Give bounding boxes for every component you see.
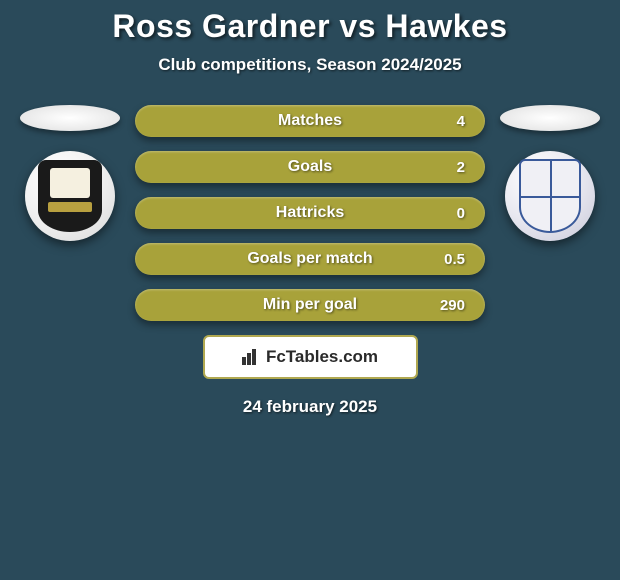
comparison-card: Ross Gardner vs Hawkes Club competitions… [0, 0, 620, 425]
stat-bar-matches: Matches 4 [135, 105, 485, 137]
stat-label: Matches [278, 112, 342, 130]
stats-column: Matches 4 Goals 2 Hattricks 0 Goals per … [135, 105, 485, 321]
main-row: Matches 4 Goals 2 Hattricks 0 Goals per … [0, 105, 620, 321]
right-club-badge [505, 151, 595, 241]
stat-label: Hattricks [276, 204, 344, 222]
bar-chart-icon [242, 349, 260, 365]
page-title: Ross Gardner vs Hawkes [0, 8, 620, 45]
stat-bar-min-per-goal: Min per goal 290 [135, 289, 485, 321]
stat-value: 290 [440, 297, 465, 314]
stat-value: 0.5 [444, 251, 465, 268]
stat-bar-goals: Goals 2 [135, 151, 485, 183]
stat-value: 4 [457, 113, 465, 130]
stat-label: Goals per match [247, 250, 372, 268]
date-text: 24 february 2025 [0, 397, 620, 417]
tranmere-rovers-shield-icon [519, 159, 581, 233]
right-ellipse-icon [500, 105, 600, 131]
stat-bar-hattricks: Hattricks 0 [135, 197, 485, 229]
stat-bar-goals-per-match: Goals per match 0.5 [135, 243, 485, 275]
left-player-column [20, 105, 120, 241]
subtitle: Club competitions, Season 2024/2025 [0, 55, 620, 75]
right-player-column [500, 105, 600, 241]
branding-box[interactable]: FcTables.com [203, 335, 418, 379]
stat-value: 0 [457, 205, 465, 222]
port-vale-shield-icon [38, 160, 102, 232]
stat-value: 2 [457, 159, 465, 176]
left-club-badge [25, 151, 115, 241]
stat-label: Goals [288, 158, 332, 176]
left-ellipse-icon [20, 105, 120, 131]
branding-text: FcTables.com [266, 347, 378, 367]
stat-label: Min per goal [263, 296, 357, 314]
